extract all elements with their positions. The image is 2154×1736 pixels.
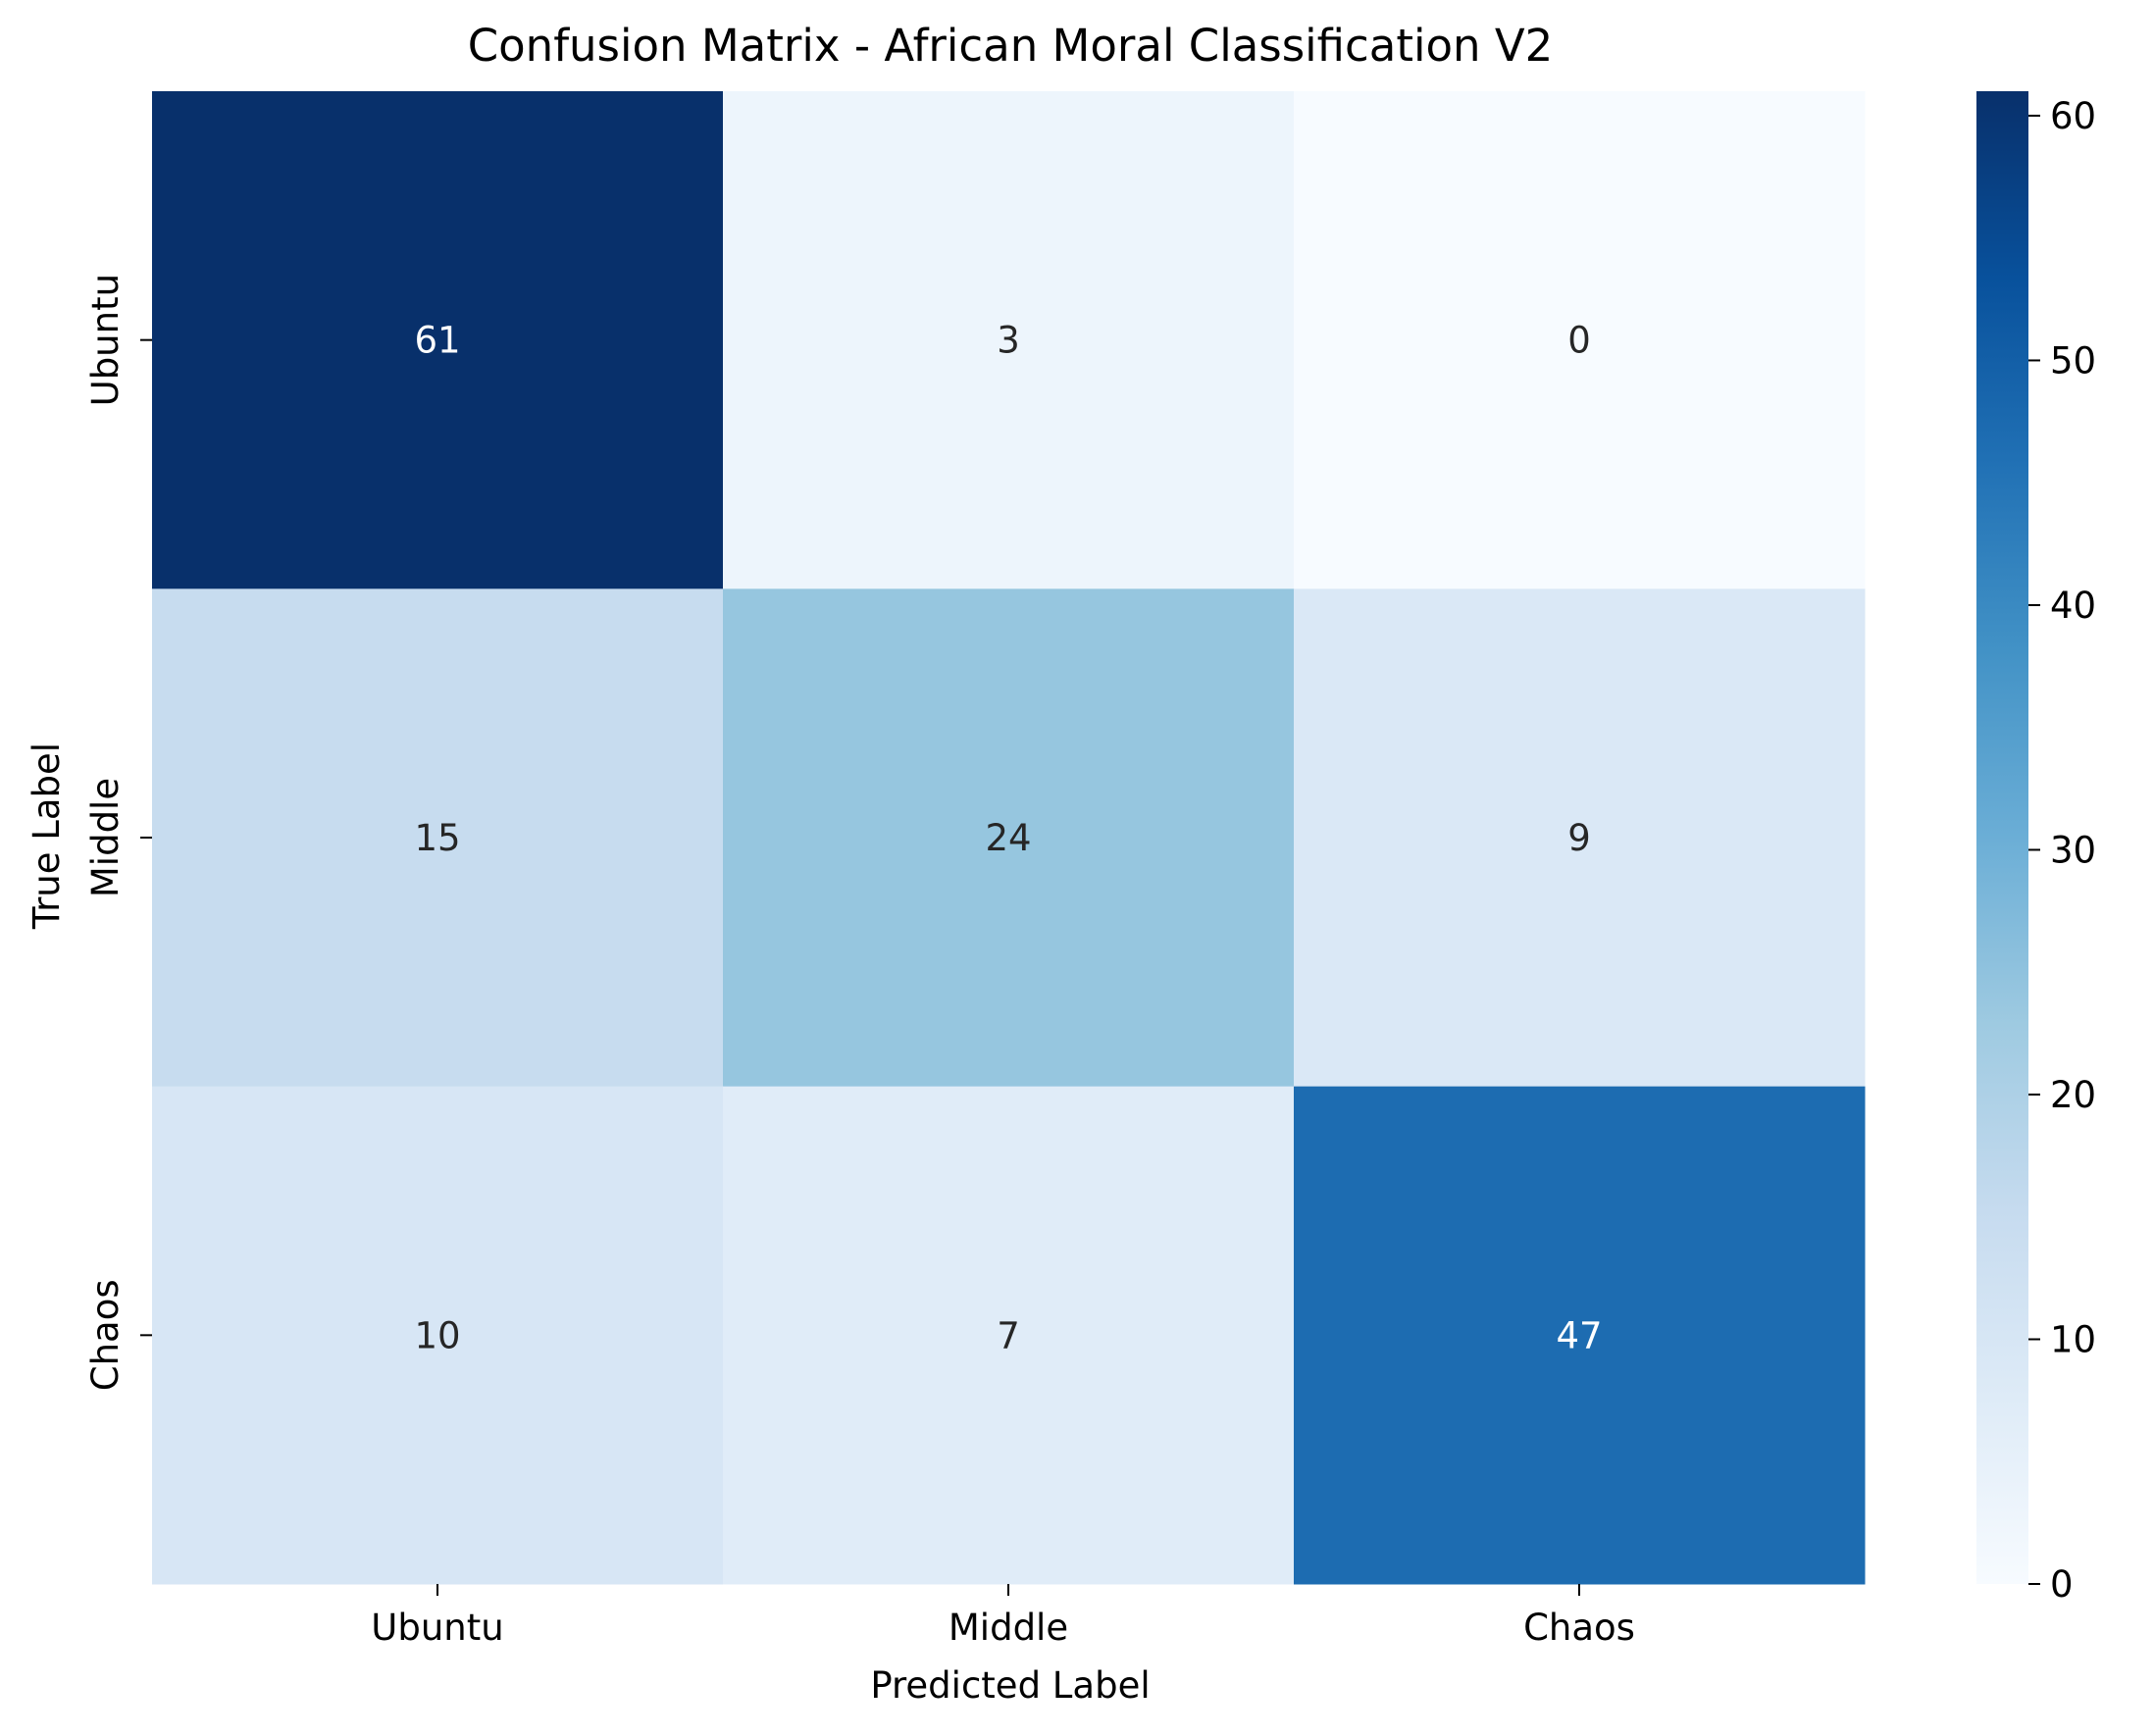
colorbar-ticks: 0 10 20 30 40 50 60: [2028, 95, 2096, 1606]
y-tick-label: Ubuntu: [84, 274, 127, 406]
x-axis-label: Predicted Label: [870, 1664, 1150, 1707]
cell-value-label: 24: [985, 817, 1031, 859]
x-axis-ticks: Ubuntu Middle Chaos: [371, 1584, 1635, 1649]
heatmap-cell: [1294, 1086, 1866, 1585]
x-tick-label: Middle: [949, 1607, 1068, 1649]
heatmap-cell: [723, 588, 1295, 1088]
cell-value-label: 3: [997, 320, 1020, 362]
colorbar-tick-label: 60: [2050, 95, 2096, 137]
colorbar-tick-label: 30: [2050, 829, 2096, 871]
colorbar-tick-label: 50: [2050, 339, 2096, 382]
heatmap-cell: [152, 91, 724, 589]
cell-value-label: 9: [1567, 817, 1591, 859]
colorbar-tick-label: 10: [2050, 1318, 2096, 1360]
heatmap-cell: [723, 91, 1295, 589]
cell-annotations: 61 3 0 15 24 9 10 7 47: [414, 320, 1602, 1357]
y-tick-label: Chaos: [84, 1279, 127, 1391]
heatmap-cell: [723, 1086, 1295, 1585]
colorbar-tick-label: 0: [2050, 1563, 2074, 1606]
colorbar-tick-label: 20: [2050, 1074, 2096, 1116]
cell-value-label: 61: [414, 320, 460, 362]
colorbar-tick-label: 40: [2050, 585, 2096, 627]
cell-value-label: 47: [1556, 1314, 1602, 1356]
heatmap-cell: [1294, 91, 1866, 589]
heatmap-cells: [152, 91, 1866, 1585]
heatmap-cell: [152, 1086, 724, 1585]
colorbar: [1976, 91, 2028, 1584]
x-tick-label: Chaos: [1523, 1607, 1635, 1649]
cell-value-label: 15: [414, 817, 460, 859]
y-axis-label: True Label: [26, 742, 68, 930]
cell-value-label: 0: [1567, 320, 1591, 362]
y-tick-label: Middle: [84, 778, 127, 897]
x-tick-label: Ubuntu: [371, 1607, 503, 1649]
y-axis-ticks: Ubuntu Middle Chaos: [84, 274, 152, 1391]
heatmap-cell: [1294, 588, 1866, 1088]
heatmap-cell: [152, 588, 724, 1088]
cell-value-label: 7: [997, 1314, 1020, 1356]
cell-value-label: 10: [414, 1314, 460, 1356]
chart-title: Confusion Matrix - African Moral Classif…: [468, 20, 1554, 72]
